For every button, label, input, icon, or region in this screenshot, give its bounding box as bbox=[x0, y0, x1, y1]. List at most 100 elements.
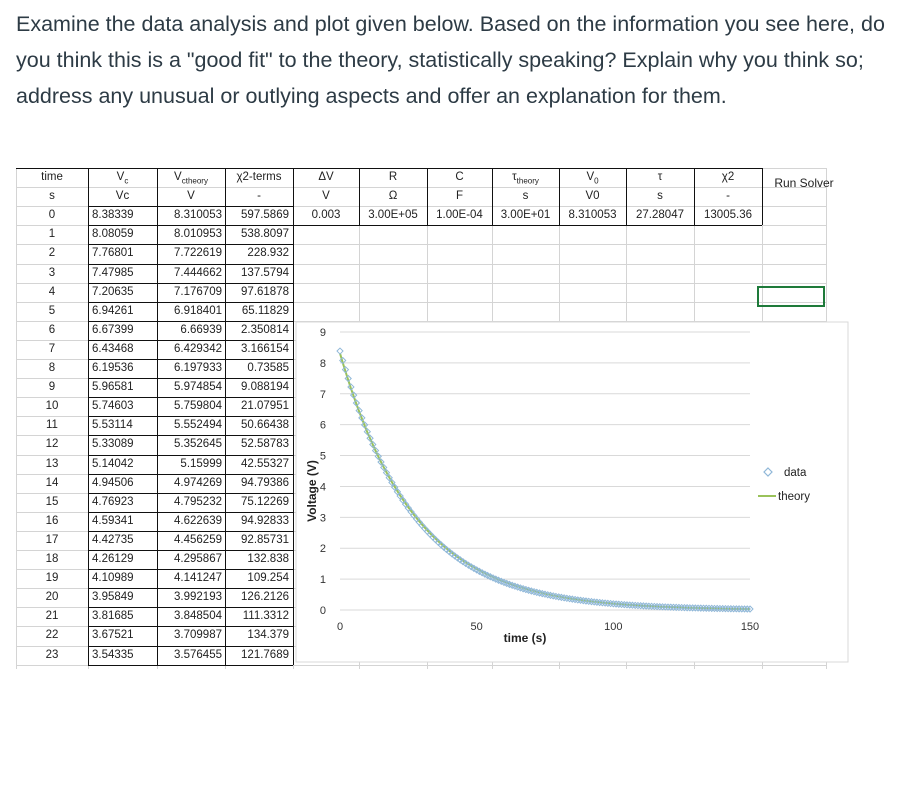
table-row-time: 9 bbox=[48, 381, 56, 394]
grid-line bbox=[88, 607, 293, 609]
table-row-chi2: 126.2126 bbox=[241, 591, 289, 604]
param-unit: F bbox=[455, 190, 464, 203]
table-row-chi2: 111.3312 bbox=[242, 610, 289, 623]
table-row-vctheory: 6.66939 bbox=[180, 323, 222, 336]
units-cell: Vc bbox=[115, 190, 130, 203]
table-row-time: 19 bbox=[45, 572, 59, 585]
table-row-time: 4 bbox=[48, 285, 56, 298]
param-unit: V bbox=[322, 190, 330, 203]
param-unit: Ω bbox=[388, 190, 398, 203]
grid-line bbox=[16, 664, 826, 666]
grid-line bbox=[16, 320, 826, 322]
page-fade bbox=[0, 668, 897, 789]
table-row-vc: 6.94261 bbox=[92, 304, 134, 317]
table-row-vc: 4.26129 bbox=[92, 553, 134, 565]
table-row-time: 10 bbox=[45, 400, 59, 413]
table-row-chi2: 50.66438 bbox=[241, 419, 289, 432]
table-row-chi2: 92.85731 bbox=[241, 533, 289, 546]
table-row-vctheory: 5.15999 bbox=[180, 457, 222, 470]
table-row-chi2: 2.350814 bbox=[241, 323, 289, 336]
grid-line bbox=[88, 301, 293, 303]
grid-line bbox=[16, 206, 826, 208]
table-row-time: 13 bbox=[45, 457, 59, 470]
param-header: χ2 bbox=[721, 171, 735, 183]
grid-line bbox=[293, 225, 762, 227]
param-header: τ bbox=[657, 171, 663, 183]
grid-line bbox=[88, 397, 293, 399]
grid-line bbox=[88, 664, 293, 666]
param-header: V0 bbox=[586, 171, 599, 186]
table-row-vctheory: 6.918401 bbox=[174, 304, 222, 317]
param-value: 8.310053 bbox=[568, 209, 617, 222]
table-row-time: 21 bbox=[45, 610, 59, 623]
grid-line bbox=[88, 588, 293, 590]
table-row-vc: 8.38339 bbox=[92, 209, 134, 222]
selected-cell[interactable] bbox=[757, 286, 825, 307]
header-chi2-terms: χ2-terms bbox=[236, 171, 282, 183]
grid-line bbox=[88, 626, 293, 628]
grid-line bbox=[16, 187, 826, 189]
grid-line bbox=[88, 359, 293, 360]
param-value: 0.003 bbox=[311, 209, 341, 222]
table-row-chi2: 134.379 bbox=[247, 629, 289, 642]
grid-line bbox=[88, 320, 293, 322]
table-row-vc: 7.47985 bbox=[92, 266, 134, 279]
table-row-vctheory: 5.552494 bbox=[174, 419, 222, 432]
grid-line bbox=[826, 168, 827, 703]
table-row-vc: 4.76923 bbox=[92, 495, 134, 508]
grid-line bbox=[16, 282, 826, 284]
table-row-chi2: 9.088194 bbox=[241, 381, 289, 394]
header-time: time bbox=[41, 171, 63, 183]
table-row-vctheory: 7.444662 bbox=[174, 266, 222, 279]
table-row-chi2: 97.61878 bbox=[241, 285, 289, 298]
grid-line bbox=[88, 339, 293, 341]
units-cell: V bbox=[187, 190, 195, 203]
table-row-vc: 5.74603 bbox=[92, 400, 134, 413]
table-row-vctheory: 3.848504 bbox=[174, 610, 222, 623]
param-value: 1.00E-04 bbox=[436, 209, 483, 222]
table-row-vc: 5.53114 bbox=[92, 419, 133, 432]
grid-line bbox=[16, 244, 826, 246]
grid-line bbox=[88, 435, 293, 437]
table-row-vc: 7.20635 bbox=[92, 285, 134, 298]
grid-line bbox=[559, 168, 560, 226]
table-row-chi2: 109.254 bbox=[247, 572, 289, 585]
table-row-vctheory: 6.197933 bbox=[174, 362, 222, 374]
table-row-time: 5 bbox=[48, 304, 56, 317]
grid-line bbox=[88, 569, 293, 571]
grid-line bbox=[88, 263, 293, 265]
param-value: 3.00E+01 bbox=[500, 209, 551, 222]
grid-line bbox=[492, 168, 493, 226]
grid-line bbox=[88, 206, 293, 208]
grid-line bbox=[88, 282, 293, 284]
table-row-time: 15 bbox=[45, 495, 59, 508]
grid-line bbox=[88, 244, 293, 246]
table-row-chi2: 21.07951 bbox=[241, 400, 289, 413]
table-row-chi2: 597.5869 bbox=[241, 209, 289, 222]
table-row-chi2: 132.838 bbox=[247, 553, 289, 565]
table-row-vctheory: 3.576455 bbox=[174, 648, 222, 661]
table-row-vctheory: 7.176709 bbox=[174, 285, 222, 298]
table-row-time: 17 bbox=[45, 533, 59, 546]
units-cell: - bbox=[257, 190, 261, 203]
param-header: τtheory bbox=[512, 171, 539, 186]
param-value: 27.28047 bbox=[636, 209, 684, 222]
grid-line bbox=[88, 530, 293, 532]
grid-line bbox=[88, 454, 293, 456]
grid-line bbox=[16, 168, 293, 169]
question-text: Examine the data analysis and plot given… bbox=[16, 12, 885, 108]
table-row-vc: 6.19536 bbox=[92, 362, 134, 374]
table-row-time: 8 bbox=[48, 362, 56, 374]
table-row-vc: 3.95849 bbox=[92, 591, 134, 604]
table-row-vc: 6.43468 bbox=[92, 342, 134, 355]
grid-line bbox=[626, 168, 627, 226]
table-row-vctheory: 3.992193 bbox=[174, 591, 222, 604]
table-row-chi2: 94.92833 bbox=[241, 514, 289, 527]
table-row-time: 12 bbox=[45, 438, 59, 451]
run-solver-button: Run Solver bbox=[774, 176, 834, 190]
table-row-chi2: 121.7689 bbox=[241, 648, 289, 661]
param-header: R bbox=[388, 171, 398, 183]
grid-line bbox=[293, 168, 294, 665]
table-row-vctheory: 4.795232 bbox=[174, 495, 222, 508]
